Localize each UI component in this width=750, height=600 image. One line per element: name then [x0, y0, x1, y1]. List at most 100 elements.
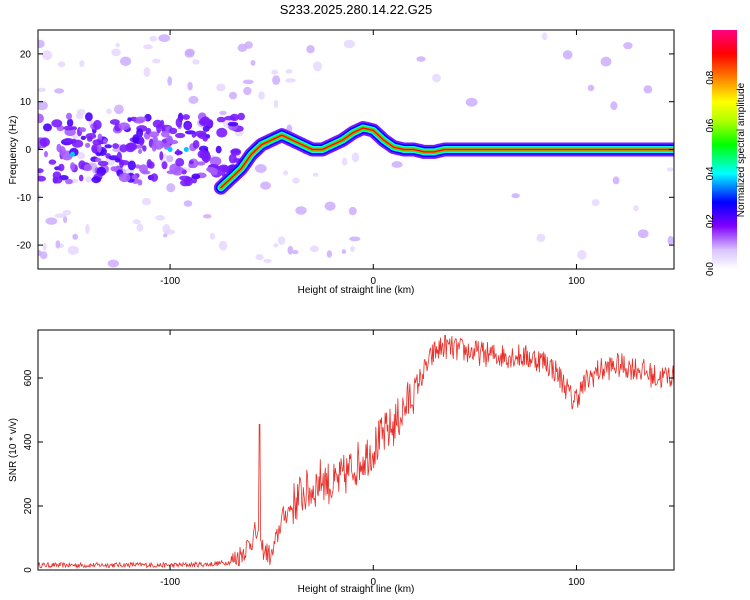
noise-band-blob — [194, 130, 207, 137]
noise-band-blob — [91, 176, 101, 184]
colorbar-tick-label: 0.2 — [705, 214, 716, 228]
noise-speckle — [38, 193, 41, 203]
noise-speckle — [72, 233, 79, 240]
noise-band-blob — [161, 161, 168, 170]
x-tick-label: -100 — [160, 577, 180, 588]
noise-speckle — [184, 49, 195, 58]
hotspot — [70, 151, 75, 157]
noise-speckle — [192, 59, 200, 65]
noise-speckle — [254, 164, 267, 173]
noise-band-blob — [131, 174, 138, 180]
noise-band-blob — [43, 123, 52, 132]
noise-band-blob — [51, 119, 63, 128]
noise-band-blob — [204, 154, 210, 160]
noise-speckle — [637, 229, 649, 239]
noise-speckle — [623, 42, 633, 50]
noise-speckle — [273, 243, 279, 248]
noise-speckle — [203, 214, 212, 219]
noise-speckle — [216, 83, 226, 92]
noise-speckle — [38, 249, 42, 257]
noise-speckle — [341, 249, 347, 254]
noise-band-blob — [79, 127, 86, 133]
noise-speckle — [115, 43, 120, 48]
noise-speckle — [283, 170, 289, 176]
noise-band-blob — [150, 173, 159, 182]
hotspot — [167, 147, 173, 152]
noise-speckle — [167, 76, 173, 86]
noise-speckle — [38, 87, 46, 92]
noise-speckle — [271, 69, 279, 75]
noise-band-blob — [224, 115, 236, 121]
y-tick-label: -20 — [17, 241, 32, 252]
noise-speckle — [250, 60, 256, 66]
colorbar-label: Normalized spectral amplitude — [736, 82, 747, 217]
noise-speckle — [132, 219, 141, 224]
snr-ticks: -100 0 100 0 200 400 600 — [23, 330, 674, 588]
colorbar-tick-label: 0.6 — [705, 118, 716, 132]
noise-band-blob — [196, 161, 206, 166]
noise-speckle — [287, 245, 294, 255]
noise-speckle — [45, 217, 58, 225]
noise-speckle — [114, 104, 124, 115]
noise-band-blob — [97, 160, 109, 167]
noise-speckle — [166, 183, 176, 193]
noise-speckle — [600, 56, 612, 67]
noise-band-blob — [138, 136, 145, 146]
colorbar-tick-label: 0.4 — [705, 166, 716, 180]
noise-speckle — [228, 91, 238, 100]
noise-band-blob — [191, 173, 201, 180]
noise-band-blob — [202, 136, 208, 142]
noise-band-blob — [202, 125, 210, 132]
noise-band-blob — [97, 142, 102, 153]
noise-band-blob — [175, 149, 181, 156]
noise-speckle — [243, 86, 252, 96]
noise-band-blob — [66, 112, 72, 120]
noise-speckle — [149, 35, 158, 42]
noise-speckle — [106, 108, 112, 115]
snr-background — [38, 330, 674, 570]
noise-speckle — [76, 152, 85, 160]
noise-speckle — [277, 236, 286, 245]
noise-band-blob — [85, 133, 97, 140]
hotspot — [183, 147, 189, 152]
y-tick-label: 600 — [23, 369, 34, 386]
noise-band-blob — [142, 145, 147, 152]
noise-speckle — [612, 176, 620, 185]
noise-speckle — [79, 60, 85, 67]
noise-speckle — [57, 61, 66, 68]
noise-speckle — [38, 39, 45, 49]
colorbar: 0.0 0.2 0.4 0.6 0.8 Normalized spectral ampl… — [705, 30, 747, 276]
noise-speckle — [416, 56, 426, 62]
noise-speckle — [155, 215, 165, 221]
noise-band-blob — [153, 140, 164, 150]
noise-speckle — [152, 58, 161, 64]
noise-band-blob — [208, 167, 218, 174]
snr-frame — [37, 329, 675, 571]
y-tick-label: 10 — [20, 97, 32, 108]
noise-band-blob — [230, 148, 242, 156]
noise-speckle — [511, 193, 520, 199]
noise-band-blob — [215, 145, 222, 154]
noise-speckle — [295, 206, 307, 215]
noise-band-blob — [114, 158, 121, 163]
noise-band-blob — [102, 138, 108, 145]
noise-band-blob — [38, 175, 46, 182]
y-tick-label: 200 — [23, 497, 34, 514]
noise-band-blob — [38, 113, 44, 124]
noise-band-blob — [125, 142, 136, 153]
noise-band-blob — [132, 134, 140, 144]
noise-speckle — [541, 32, 548, 41]
noise-band-blob — [184, 177, 193, 187]
noise-speckle — [667, 235, 674, 246]
noise-speckle — [292, 250, 299, 255]
noise-speckle — [260, 181, 271, 190]
noise-speckle — [237, 43, 248, 52]
noise-speckle — [263, 258, 272, 263]
y-tick-label: 0 — [25, 145, 31, 156]
x-tick-label: 100 — [568, 276, 585, 287]
noise-speckle — [164, 229, 176, 235]
noise-band-blob — [159, 151, 164, 161]
noise-band-blob — [156, 123, 162, 134]
